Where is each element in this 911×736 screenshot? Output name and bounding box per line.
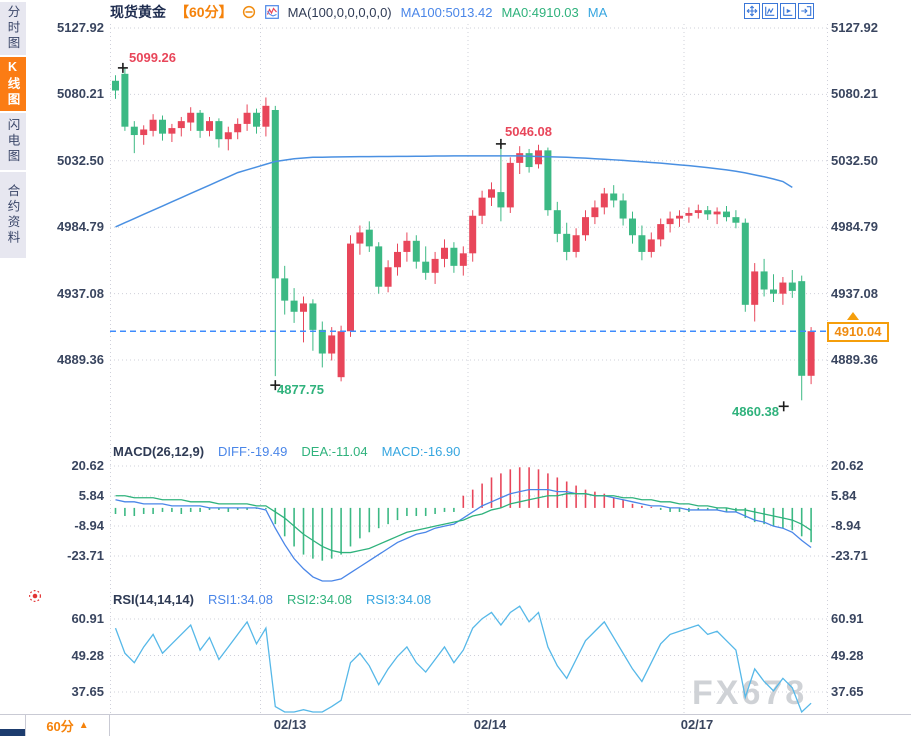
ma-more-label: MA — [587, 4, 608, 20]
macd-ytick-left: 20.62 — [71, 458, 104, 473]
rsi-ytick-right: 60.91 — [831, 611, 864, 626]
annotation-low-4877: 4877.75 — [277, 382, 324, 397]
period-label: 60分 — [46, 719, 74, 734]
macd-ytick-right: 5.84 — [831, 488, 857, 503]
rsi1-value: RSI1:34.08 — [207, 592, 273, 607]
macd-ytick-right: -8.94 — [831, 518, 861, 533]
chart-scale-icon[interactable] — [762, 3, 778, 19]
annotation-low-4860: 4860.38 — [732, 404, 779, 419]
chart-play-icon[interactable] — [780, 3, 796, 19]
price-ytick-left: 5032.50 — [57, 152, 104, 168]
macd-ytick-left: 5.84 — [78, 488, 104, 503]
bottom-corner-block — [0, 729, 25, 736]
time-axis-bar: 60分 ▲ 02/13 02/14 02/17 — [0, 714, 911, 736]
alert-dot-icon — [27, 588, 43, 604]
rsi-ytick-left: 60.91 — [71, 611, 104, 626]
rsi-ytick-left: 49.28 — [71, 647, 104, 663]
candlesticks — [112, 67, 815, 401]
price-ytick-right: 5032.50 — [831, 152, 878, 168]
price-ytick-left: 4984.79 — [57, 219, 104, 235]
rsi-panel-header: RSI(14,14,14) RSI1:34.08 RSI2:34.08 RSI3… — [113, 592, 431, 607]
price-up-arrow-icon — [847, 312, 859, 320]
sidebar: 分时图 K线图 闪电图 合约资料 — [0, 0, 26, 736]
macd-title: MACD(26,12,9) — [113, 444, 205, 459]
chart-header: 现货黄金 【60分】 MA(100,0,0,0,0,0) MA100:5013.… — [110, 2, 607, 22]
macd-diff-line — [115, 488, 812, 582]
pan-icon[interactable] — [744, 3, 760, 19]
price-ytick-left: 4937.08 — [57, 285, 104, 301]
ma100-value: MA100:5013.42 — [400, 4, 493, 20]
macd-dea-line — [115, 493, 812, 554]
sidebar-tab-4[interactable]: 合约资料 — [0, 172, 26, 258]
price-ytick-left: 5080.21 — [57, 86, 104, 102]
exit-icon[interactable] — [798, 3, 814, 19]
price-ytick-left: 5127.92 — [57, 20, 104, 35]
sidebar-tab-1[interactable]: 分时图 — [0, 2, 26, 55]
rsi-title: RSI(14,14,14) — [113, 592, 194, 607]
macd-dea-value: DEA:-11.04 — [301, 444, 368, 459]
price-ytick-right: 5080.21 — [831, 86, 878, 102]
macd-ytick-left: -23.71 — [67, 548, 104, 563]
rsi-ytick-right: 49.28 — [831, 647, 864, 663]
period-tag: 【60分】 — [175, 4, 233, 20]
rsi-line — [114, 605, 812, 714]
rsi-ytick-right: 37.65 — [831, 684, 864, 699]
ma0-value: MA0:4910.03 — [501, 4, 579, 20]
macd-histogram — [114, 467, 812, 561]
annotation-high-5046: 5046.08 — [505, 124, 552, 139]
rsi3-value: RSI3:34.08 — [366, 592, 432, 607]
grid-lines — [110, 24, 828, 713]
indicator-chart-icon[interactable] — [264, 5, 279, 19]
price-ytick-right: 4984.79 — [831, 219, 878, 235]
current-price-badge: 4910.04 — [827, 322, 889, 342]
sidebar-tab-3[interactable]: 闪电图 — [0, 113, 26, 170]
chart-toolbar — [744, 3, 814, 19]
price-ytick-right: 5127.92 — [831, 20, 878, 35]
ma100-line — [115, 155, 793, 228]
collapse-indicator-icon[interactable] — [242, 5, 256, 19]
macd-panel-header: MACD(26,12,9) DIFF:-19.49 DEA:-11.04 MAC… — [113, 444, 460, 459]
price-ytick-right: 4889.36 — [831, 352, 878, 367]
macd-ytick-right: -23.71 — [831, 548, 868, 563]
rsi-ytick-left: 37.65 — [71, 684, 104, 699]
price-ytick-right: 4937.08 — [831, 285, 878, 301]
price-ytick-left: 4889.36 — [57, 352, 104, 367]
x-axis-date-label: 02/14 — [473, 717, 507, 732]
macd-ytick-right: 20.62 — [831, 458, 864, 473]
x-axis-date-label: 02/13 — [273, 717, 307, 732]
extreme-markers — [117, 62, 789, 412]
macd-macd-value: MACD:-16.90 — [381, 444, 461, 459]
macd-diff-value: DIFF:-19.49 — [218, 444, 288, 459]
x-axis-date-label: 02/17 — [680, 717, 714, 732]
indicator-label: MA(100,0,0,0,0,0) — [287, 4, 392, 20]
macd-ytick-left: -8.94 — [74, 518, 104, 533]
annotation-high-5099: 5099.26 — [129, 50, 176, 65]
rsi2-value: RSI2:34.08 — [286, 592, 353, 607]
triangle-up-icon: ▲ — [78, 720, 89, 731]
period-selector[interactable]: 60分 ▲ — [25, 715, 110, 736]
symbol-name: 现货黄金 — [110, 4, 166, 20]
sidebar-tab-2[interactable]: K线图 — [0, 57, 26, 111]
